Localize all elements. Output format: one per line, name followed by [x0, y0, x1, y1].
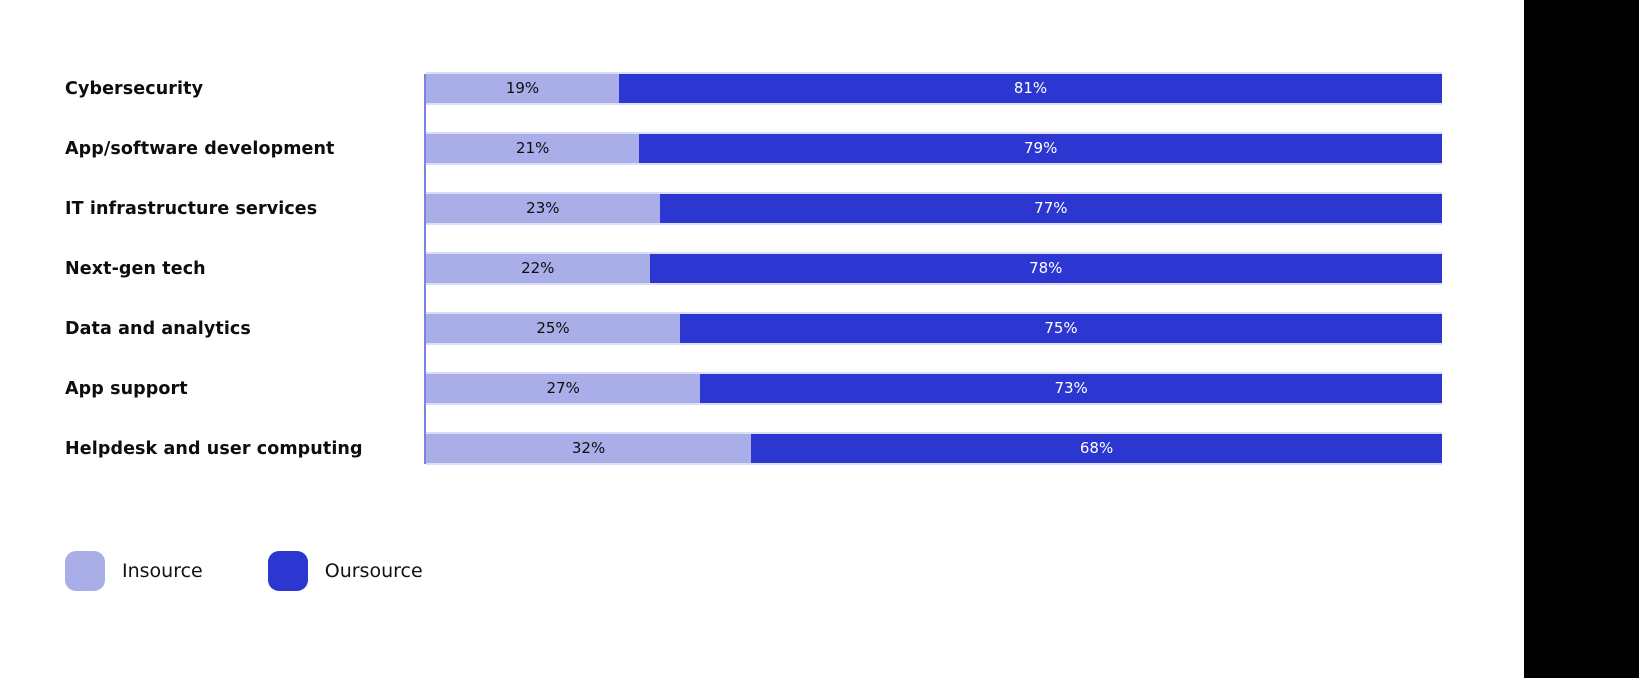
bar-value-label: 25%	[536, 319, 570, 337]
oursource-bar-segment: 75%	[680, 314, 1442, 343]
category-label: Data and analytics	[65, 318, 251, 339]
chart-row: App/software development 21% 79%	[0, 134, 1442, 163]
bar-value-label: 32%	[571, 439, 606, 457]
oursource-bar-segment: 78%	[649, 254, 1442, 283]
legend-item-outsource: Oursource	[267, 551, 423, 591]
insource-bar-segment: 19%	[426, 74, 620, 103]
legend-label-outsource: Oursource	[324, 560, 423, 582]
bar-track: 27% 73%	[426, 374, 1442, 403]
legend-label-insource: Insource	[122, 560, 203, 582]
bar-value-label: 78%	[1029, 259, 1063, 277]
bar-track: 25% 75%	[426, 314, 1442, 343]
bar-value-label: 73%	[1054, 379, 1088, 397]
chart-row: Helpdesk and user computing 32% 68%	[0, 434, 1442, 463]
bar-value-label: 22%	[521, 259, 555, 277]
insource-bar-segment: 27%	[426, 374, 701, 403]
insource-bar-segment: 32%	[426, 434, 752, 463]
category-label: Next-gen tech	[65, 258, 206, 279]
bar-track: 22% 78%	[426, 254, 1442, 283]
oursource-bar-segment: 79%	[639, 134, 1442, 163]
oursource-bar-segment: 77%	[659, 194, 1442, 223]
chart-row: IT infrastructure services 23% 77%	[0, 194, 1442, 223]
bar-value-label: 21%	[516, 139, 550, 157]
bar-value-label: 79%	[1024, 139, 1058, 157]
bar-track: 32% 68%	[426, 434, 1442, 463]
oursource-bar-segment: 68%	[751, 434, 1442, 463]
bar-value-label: 23%	[526, 199, 560, 217]
bar-value-label: 75%	[1044, 319, 1078, 337]
chart-rows: Cybersecurity 19% 81% App/software developm…	[0, 74, 1442, 463]
insource-bar-segment: 21%	[426, 134, 640, 163]
bar-track: 19% 81%	[426, 74, 1442, 103]
legend: Insource Oursource	[65, 551, 423, 591]
bar-value-label: 68%	[1079, 439, 1114, 457]
stacked-bar-chart: Cybersecurity 19% 81% App/software developm…	[0, 74, 1442, 494]
oursource-bar-segment: 81%	[619, 74, 1442, 103]
chart-row: Cybersecurity 19% 81%	[0, 74, 1442, 103]
bar-track: 23% 77%	[426, 194, 1442, 223]
bar-value-label: 81%	[1013, 79, 1048, 97]
category-label: Helpdesk and user computing	[65, 438, 363, 459]
bar-value-label: 19%	[505, 79, 540, 97]
insource-bar-segment: 22%	[426, 254, 650, 283]
y-axis-line	[424, 74, 426, 464]
insource-bar-segment: 25%	[426, 314, 680, 343]
insource-color-swatch	[65, 551, 105, 591]
category-label: IT infrastructure services	[65, 198, 318, 219]
legend-item-insource: Insource	[65, 551, 203, 591]
chart-row: Next-gen tech 22% 78%	[0, 254, 1442, 283]
chart-row: App support 27% 73%	[0, 374, 1442, 403]
bar-track: 21% 79%	[426, 134, 1442, 163]
category-label: App/software development	[65, 138, 335, 159]
bar-value-label: 27%	[546, 379, 580, 397]
category-label: Cybersecurity	[65, 78, 204, 99]
outsource-color-swatch	[267, 551, 308, 591]
category-label: App support	[65, 378, 188, 399]
insource-bar-segment: 23%	[426, 194, 660, 223]
chart-row: Data and analytics 25% 75%	[0, 314, 1442, 343]
black-panel	[1524, 0, 1639, 678]
oursource-bar-segment: 73%	[700, 374, 1442, 403]
bar-value-label: 77%	[1034, 199, 1068, 217]
